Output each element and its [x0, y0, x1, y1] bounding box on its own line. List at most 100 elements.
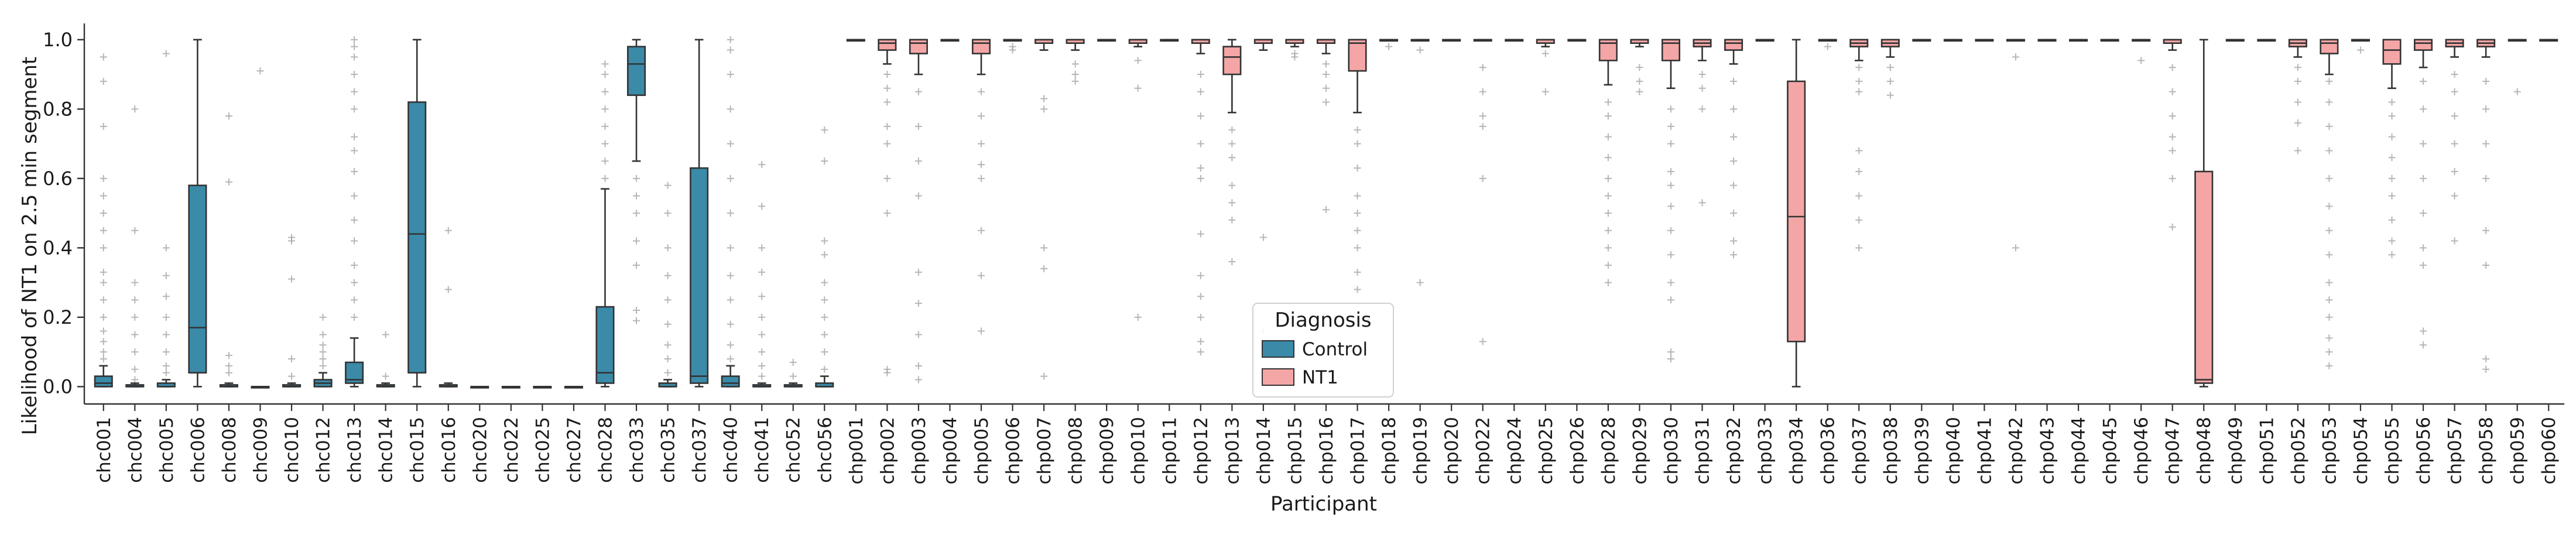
legend-label: Control — [1302, 339, 1368, 360]
outlier-point — [914, 300, 922, 307]
outlier-point — [601, 174, 609, 182]
x-tick-label: chp001 — [846, 417, 867, 485]
outlier-point — [1040, 105, 1048, 113]
outlier-point — [758, 293, 766, 300]
outlier-point — [601, 71, 609, 78]
legend: Diagnosis Control NT1 — [1252, 303, 1394, 398]
outlier-point — [2325, 313, 2333, 321]
x-tick-label: chc028 — [595, 417, 616, 483]
outlier-point — [664, 369, 672, 376]
outlier-point — [2012, 244, 2019, 252]
outlier-point — [100, 327, 107, 335]
x-tick-label: chp058 — [2476, 417, 2497, 485]
outlier-point — [1354, 192, 1361, 200]
outlier-point — [2325, 77, 2333, 85]
outlier-point — [1604, 261, 1612, 269]
outlier-point — [821, 126, 828, 133]
outlier-point — [821, 348, 828, 356]
x-tick-label: chp053 — [2319, 417, 2340, 485]
x-tick-label: chp037 — [1849, 417, 1870, 485]
x-tick-label: chp010 — [1128, 417, 1149, 485]
outlier-point — [2482, 227, 2490, 234]
outlier-point — [1604, 244, 1612, 252]
x-tick-label: chp009 — [1097, 417, 1118, 485]
x-tick-label: chp028 — [1598, 417, 1619, 485]
outlier-point — [601, 157, 609, 165]
outlier-point — [351, 216, 358, 224]
outlier-point — [1667, 355, 1674, 362]
outlier-point — [225, 369, 232, 376]
outlier-point — [883, 210, 891, 217]
outlier-point — [288, 234, 296, 241]
outlier-point — [2420, 105, 2427, 113]
outlier-point — [664, 272, 672, 279]
outlier-point — [1479, 64, 1486, 71]
x-tick-label: chc027 — [564, 417, 585, 483]
x-tick-label: chc022 — [501, 417, 522, 483]
box — [2194, 170, 2214, 384]
outlier-point — [351, 296, 358, 304]
outlier-point — [1730, 77, 1738, 85]
outlier-point — [727, 174, 734, 182]
outlier-point — [914, 376, 922, 383]
outlier-point — [319, 341, 327, 349]
x-tick-label: chp042 — [2006, 417, 2027, 485]
x-tick-label: chc006 — [187, 417, 208, 483]
outlier-point — [1667, 296, 1674, 304]
outlier-point — [100, 296, 107, 304]
outlier-point — [382, 331, 389, 338]
outlier-point — [883, 71, 891, 78]
outlier-point — [2325, 174, 2333, 182]
outlier-point — [444, 286, 452, 293]
outlier-point — [2325, 227, 2333, 234]
box — [2382, 39, 2402, 65]
x-tick-label: chp046 — [2131, 417, 2152, 485]
outlier-point — [727, 36, 734, 43]
outlier-point — [633, 192, 640, 200]
outlier-point — [100, 313, 107, 321]
outlier-point — [225, 178, 232, 186]
outlier-point — [225, 362, 232, 369]
x-tick-label: chp029 — [1629, 417, 1650, 485]
x-tick-label: chp025 — [1536, 417, 1557, 485]
x-tick-label: chp051 — [2256, 417, 2277, 485]
outlier-point — [1197, 313, 1204, 321]
outlier-point — [727, 355, 734, 362]
outlier-point — [1040, 244, 1048, 252]
outlier-point — [1354, 140, 1361, 148]
x-tick-label: chp039 — [1912, 417, 1933, 485]
outlier-point — [1354, 165, 1361, 172]
outlier-point — [225, 352, 232, 359]
outlier-point — [1604, 133, 1612, 141]
outlier-point — [1604, 174, 1612, 182]
outlier-point — [601, 140, 609, 148]
outlier-point — [1228, 216, 1236, 224]
outlier-point — [1667, 203, 1674, 210]
outlier-point — [351, 105, 358, 113]
x-tick-label: chp007 — [1034, 417, 1055, 485]
outlier-point — [2325, 362, 2333, 369]
outlier-point — [1354, 210, 1361, 217]
outlier-point — [727, 210, 734, 217]
outlier-point — [100, 355, 107, 362]
outlier-point — [1730, 210, 1738, 217]
outlier-point — [1259, 234, 1267, 241]
box — [94, 375, 113, 388]
x-tick-label: chp030 — [1661, 417, 1682, 485]
x-tick-label: chp032 — [1724, 417, 1745, 485]
outlier-point — [1323, 84, 1330, 92]
outlier-point — [1855, 216, 1863, 224]
outlier-point — [2482, 140, 2490, 148]
outlier-point — [1667, 227, 1674, 234]
outlier-point — [727, 140, 734, 148]
outlier-point — [351, 279, 358, 286]
outlier-point — [1197, 165, 1204, 172]
outlier-point — [1479, 174, 1486, 182]
outlier-point — [2420, 210, 2427, 217]
outlier-point — [2169, 64, 2176, 71]
outlier-point — [2325, 296, 2333, 304]
outlier-point — [1667, 105, 1674, 113]
x-tick-label: chc008 — [219, 417, 240, 483]
outlier-point — [664, 296, 672, 304]
x-tick-label: chp049 — [2225, 417, 2246, 485]
